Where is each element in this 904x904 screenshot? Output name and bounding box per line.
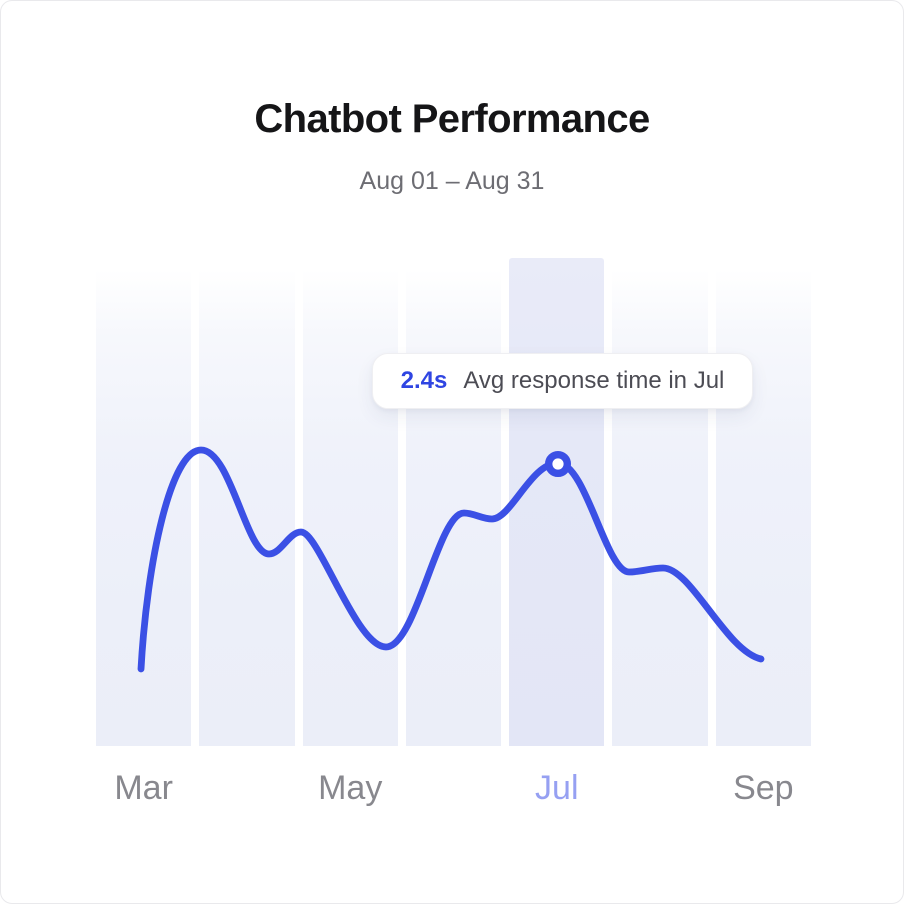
- chart-band-aug[interactable]: [612, 269, 708, 746]
- page-title: Chatbot Performance: [254, 97, 650, 141]
- x-axis-label-sep: Sep: [733, 769, 794, 807]
- chart-band-may[interactable]: [302, 269, 398, 746]
- tooltip-value: 2.4s: [400, 367, 448, 394]
- response-time-line: [137, 446, 765, 673]
- chart-area: [96, 251, 811, 751]
- x-axis-labels: Mar May Jul Sep: [96, 769, 811, 813]
- line-chart: [137, 446, 765, 673]
- chart-band-apr[interactable]: [199, 269, 295, 746]
- tooltip: 2.4s Avg response time in Jul: [372, 353, 753, 409]
- jul-data-point-marker[interactable]: [545, 450, 572, 477]
- x-axis-label-mar: Mar: [114, 769, 173, 807]
- x-axis-label-jul: Jul: [535, 769, 579, 807]
- tooltip-label: Avg response time in Jul: [463, 367, 725, 394]
- chart-band-jun[interactable]: [405, 269, 502, 746]
- date-range-subtitle: Aug 01 – Aug 31: [359, 167, 545, 195]
- x-axis-label-may: May: [318, 769, 383, 807]
- chart-band-sep[interactable]: [715, 269, 811, 746]
